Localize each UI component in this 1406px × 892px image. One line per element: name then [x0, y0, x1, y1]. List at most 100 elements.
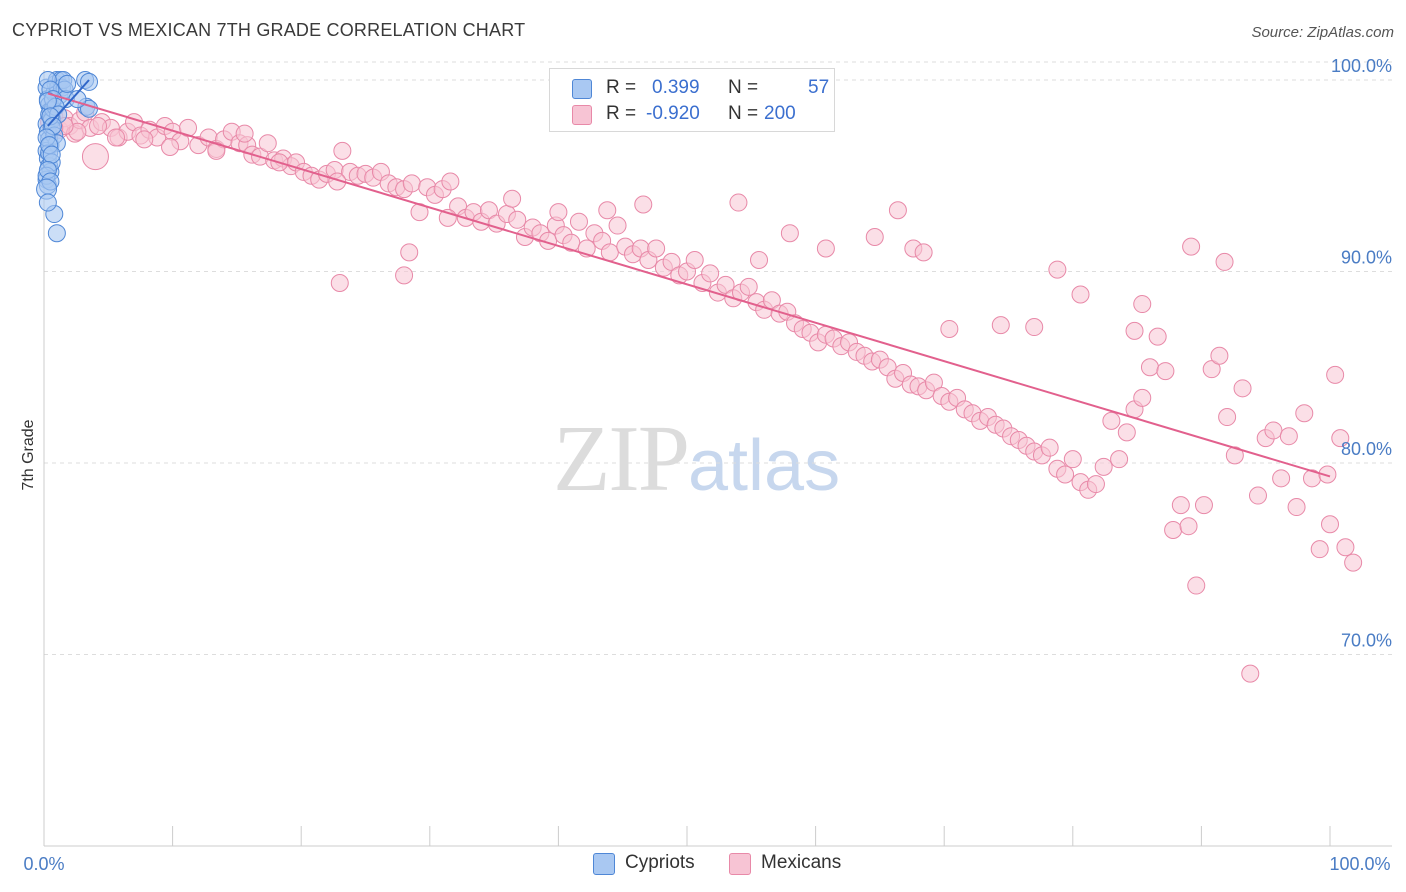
mexicans-trend-line	[47, 92, 1331, 478]
mexicans-point	[1241, 664, 1260, 683]
mexicans-point	[1133, 295, 1152, 314]
mexicans-point	[1287, 498, 1306, 517]
mexicans-point	[1171, 496, 1190, 515]
mexicans-point	[508, 210, 527, 229]
mexicans-point	[600, 243, 619, 262]
mexicans-point	[503, 189, 522, 208]
bottom-label-mexicans: Mexicans	[761, 852, 842, 873]
mexicans-point	[1133, 388, 1152, 407]
mexicans-point	[1202, 360, 1221, 379]
mexicans-point	[816, 239, 835, 258]
legend-swatch-mexicans	[572, 105, 592, 125]
legend-n-label: N =	[728, 77, 759, 98]
y-axis-label: 7th Grade	[20, 419, 37, 490]
x-tick-label: 0.0%	[23, 854, 64, 874]
mexicans-point	[865, 228, 884, 247]
mexicans-point	[716, 275, 735, 294]
mexicans-point	[1318, 465, 1337, 484]
mexicans-point	[940, 319, 959, 338]
mexicans-point	[1187, 576, 1206, 595]
cypriots-point	[42, 145, 61, 164]
mexicans-point	[1225, 446, 1244, 465]
watermark-zip: ZIP	[553, 407, 690, 511]
mexicans-point	[701, 264, 720, 283]
mexicans-point	[330, 273, 349, 292]
mexicans-point	[1326, 365, 1345, 384]
cypriots-points	[36, 71, 99, 243]
cypriots-point	[38, 193, 57, 212]
mexicans-point	[441, 172, 460, 191]
legend-r-value: 0.399	[652, 77, 700, 98]
bottom-swatch-cypriots	[593, 853, 615, 875]
mexicans-point	[1210, 346, 1229, 365]
mexicans-point	[161, 138, 180, 157]
mexicans-point	[1179, 517, 1198, 536]
mexicans-point	[479, 201, 498, 220]
mexicans-point	[647, 239, 666, 258]
mexicans-point	[333, 141, 352, 160]
mexicans-point	[924, 373, 943, 392]
mexicans-point	[1331, 429, 1350, 448]
mexicans-point	[1094, 457, 1113, 476]
mexicans-point	[1040, 438, 1059, 457]
mexicans-point	[1336, 538, 1355, 557]
cypriots-trend-line	[47, 79, 90, 127]
mexicans-point	[608, 216, 627, 235]
mexicans-point	[1279, 427, 1298, 446]
mexicans-point	[89, 116, 108, 135]
mexicans-point	[1117, 423, 1136, 442]
mexicans-point	[1264, 421, 1283, 440]
mexicans-point	[1156, 362, 1175, 381]
bottom-label-cypriots: Cypriots	[625, 852, 695, 873]
mexicans-point	[395, 266, 414, 285]
legend-r-value: -0.920	[646, 103, 700, 124]
mexicans-point	[1272, 469, 1291, 488]
mexicans-point	[1215, 252, 1234, 271]
legend-n-value: 200	[764, 103, 796, 124]
mexicans-point	[1056, 465, 1075, 484]
mexicans-point	[1248, 486, 1267, 505]
y-tick-label: 80.0%	[1341, 439, 1392, 459]
mexicans-point	[1110, 450, 1129, 469]
mexicans-point	[1125, 321, 1144, 340]
legend-r-label: R =	[606, 103, 637, 124]
mexicans-point	[258, 134, 277, 153]
mexicans-point	[1063, 450, 1082, 469]
mexicans-point	[634, 195, 653, 214]
mexicans-point	[1048, 260, 1067, 279]
mexicans-point	[549, 203, 568, 222]
mexicans-point	[598, 201, 617, 220]
legend-n-label: N =	[728, 103, 759, 124]
mexicans-point	[81, 143, 109, 171]
mexicans-point	[1025, 318, 1044, 337]
cypriots-point	[47, 224, 66, 243]
chart-title: CYPRIOT VS MEXICAN 7TH GRADE CORRELATION…	[12, 20, 526, 40]
mexicans-point	[235, 124, 254, 143]
legend-r-label: R =	[606, 77, 637, 98]
mexicans-points	[40, 103, 1363, 683]
mexicans-point	[207, 141, 226, 160]
mexicans-point	[1182, 237, 1201, 256]
mexicans-point	[888, 201, 907, 220]
mexicans-point	[1140, 358, 1159, 377]
legend-n-value: 57	[808, 77, 830, 98]
legend-swatch-cypriots	[572, 79, 592, 99]
mexicans-point	[569, 212, 588, 231]
mexicans-point	[1164, 521, 1183, 540]
mexicans-point	[750, 251, 769, 270]
mexicans-point	[1233, 379, 1252, 398]
mexicans-point	[1148, 327, 1167, 346]
tick-labels: 70.0% 80.0% 90.0% 100.0% 0.0% 100.0% 7th Grade	[20, 56, 1392, 874]
mexicans-point	[729, 193, 748, 212]
mexicans-point	[1086, 475, 1105, 494]
watermark: ZIPatlas	[553, 405, 840, 513]
mexicans-point	[107, 128, 126, 147]
watermark-atlas: atlas	[688, 426, 841, 506]
mexicans-point	[562, 233, 581, 252]
source-label: Source: ZipAtlas.com	[1251, 24, 1394, 41]
axes	[43, 70, 1392, 847]
mexicans-point	[914, 243, 933, 262]
mexicans-point	[739, 277, 758, 296]
mexicans-point	[179, 118, 198, 137]
